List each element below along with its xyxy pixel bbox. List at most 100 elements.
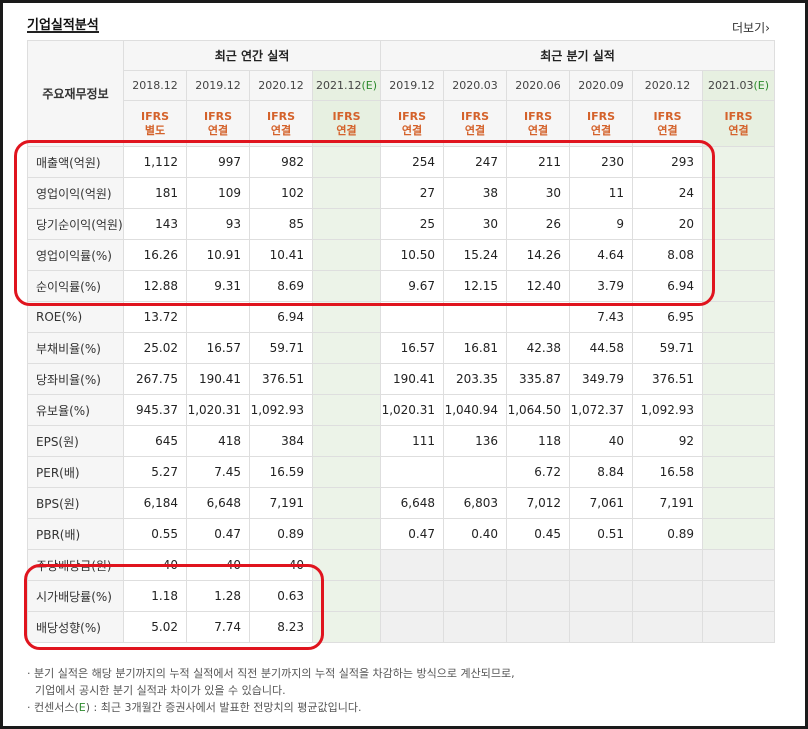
quarter-value: 203.35	[443, 363, 507, 395]
period-header: 2021.03(E)	[702, 70, 775, 101]
accounting-type: IFRS 연결	[380, 100, 444, 147]
quarter-value	[702, 580, 775, 612]
annual-value: 9.31	[186, 270, 250, 302]
accounting-type: IFRS 연결	[569, 100, 633, 147]
table-row: 주당배당금(원) 40 40 40	[27, 549, 775, 581]
accounting-type: IFRS 연결	[186, 100, 250, 147]
table-row: 영업이익률(%) 16.26 10.91 10.41 10.50 15.24 14.26 4.…	[27, 239, 775, 271]
quarter-value: 8.84	[569, 456, 633, 488]
period-header: 2018.12	[123, 70, 187, 101]
quarter-value: 136	[443, 425, 507, 457]
footnotes: · 분기 실적은 해당 분기까지의 누적 실적에서 직전 분기까지의 누적 실적…	[27, 665, 515, 716]
quarter-value: 1,072.37	[569, 394, 633, 426]
table-row: 순이익률(%) 12.88 9.31 8.69 9.67 12.15 12.40 3.79 6.…	[27, 270, 775, 302]
title-underline	[27, 31, 99, 33]
annual-value: 1,020.31	[186, 394, 250, 426]
quarter-value: 59.71	[632, 332, 703, 364]
quarter-value: 44.58	[569, 332, 633, 364]
quarter-group-header: 최근 분기 실적	[380, 40, 775, 71]
annual-value: 982	[249, 146, 313, 178]
annual-value: 7.74	[186, 611, 250, 643]
quarter-value: 9.67	[380, 270, 444, 302]
annual-value: 0.63	[249, 580, 313, 612]
quarter-value: 12.15	[443, 270, 507, 302]
quarter-value: 30	[506, 177, 570, 209]
row-label: EPS(원)	[27, 425, 124, 457]
annual-value: 376.51	[249, 363, 313, 395]
quarter-value: 211	[506, 146, 570, 178]
annual-value: 10.41	[249, 239, 313, 271]
note-line: 기업에서 공시한 분기 실적과 차이가 있을 수 있습니다.	[35, 684, 286, 697]
header-row-groups: 주요재무정보 최근 연간 실적 최근 분기 실적	[27, 40, 775, 147]
quarter-value: 16.57	[380, 332, 444, 364]
quarter-value: 0.89	[632, 518, 703, 550]
quarter-value: 8.08	[632, 239, 703, 271]
quarter-value	[702, 425, 775, 457]
annual-value: 6.94	[249, 301, 313, 333]
annual-group-header: 최근 연간 실적	[123, 40, 381, 71]
quarter-value	[443, 549, 507, 581]
row-label: 매출액(억원)	[27, 146, 124, 178]
quarter-value	[569, 580, 633, 612]
annual-value: 5.02	[123, 611, 187, 643]
quarter-value: 42.38	[506, 332, 570, 364]
accounting-type: IFRS 연결	[702, 100, 775, 147]
quarter-value: 6,648	[380, 487, 444, 519]
quarter-value: 0.47	[380, 518, 444, 550]
quarter-value	[632, 611, 703, 643]
header-row-periods: 2018.12 2019.12 2020.12 2021.12(E) 2019.12 20…	[28, 70, 775, 101]
accounting-type: IFRS 연결	[506, 100, 570, 147]
annual-value: 16.59	[249, 456, 313, 488]
header-row-types: IFRS 별도 IFRS 연결 IFRS 연결 IFRS 연결 IFRS 연결 IFRS 연결 IFRS…	[28, 100, 775, 147]
quarter-value: 349.79	[569, 363, 633, 395]
quarter-value	[702, 301, 775, 333]
more-link[interactable]: 더보기›	[732, 19, 770, 36]
more-label: 더보기	[732, 21, 766, 35]
financial-table: 주요재무정보 최근 연간 실적 최근 분기 실적 2018.12 2019.12 2020…	[27, 40, 775, 643]
annual-value	[186, 301, 250, 333]
note-line: · 분기 실적은 해당 분기까지의 누적 실적에서 직전 분기까지의 누적 실적…	[27, 667, 515, 680]
annual-value: 40	[186, 549, 250, 581]
quarter-value: 40	[569, 425, 633, 457]
period-header: 2020.09	[569, 70, 633, 101]
quarter-value: 14.26	[506, 239, 570, 271]
annual-value: 85	[249, 208, 313, 240]
annual-value: 7.45	[186, 456, 250, 488]
quarter-value: 0.40	[443, 518, 507, 550]
table-row: 매출액(억원) 1,112 997 982 254 247 211 230 293	[27, 146, 775, 178]
quarter-value: 1,040.94	[443, 394, 507, 426]
annual-value	[312, 177, 381, 209]
quarter-value: 111	[380, 425, 444, 457]
annual-value	[312, 270, 381, 302]
annual-value: 40	[123, 549, 187, 581]
annual-value	[312, 363, 381, 395]
quarter-value	[702, 208, 775, 240]
period-header: 2020.12	[632, 70, 703, 101]
annual-value	[312, 301, 381, 333]
annual-value: 384	[249, 425, 313, 457]
quarter-value: 7,061	[569, 487, 633, 519]
row-label: 주당배당금(원)	[27, 549, 124, 581]
period-header: 2020.06	[506, 70, 570, 101]
period-header: 2019.12	[186, 70, 250, 101]
annual-value: 143	[123, 208, 187, 240]
annual-value: 12.88	[123, 270, 187, 302]
quarter-value: 24	[632, 177, 703, 209]
quarter-value	[569, 549, 633, 581]
quarter-value: 1,064.50	[506, 394, 570, 426]
quarter-value	[569, 611, 633, 643]
accounting-type: IFRS 별도	[123, 100, 187, 147]
annual-value: 16.57	[186, 332, 250, 364]
quarter-value	[702, 487, 775, 519]
period-header: 2020.12	[249, 70, 313, 101]
quarter-value	[702, 239, 775, 271]
quarter-value: 1,092.93	[632, 394, 703, 426]
quarter-value: 10.50	[380, 239, 444, 271]
quarter-value	[506, 611, 570, 643]
annual-value: 1.28	[186, 580, 250, 612]
annual-value: 1.18	[123, 580, 187, 612]
annual-value: 190.41	[186, 363, 250, 395]
quarter-value: 30	[443, 208, 507, 240]
annual-value	[312, 518, 381, 550]
annual-value	[312, 549, 381, 581]
